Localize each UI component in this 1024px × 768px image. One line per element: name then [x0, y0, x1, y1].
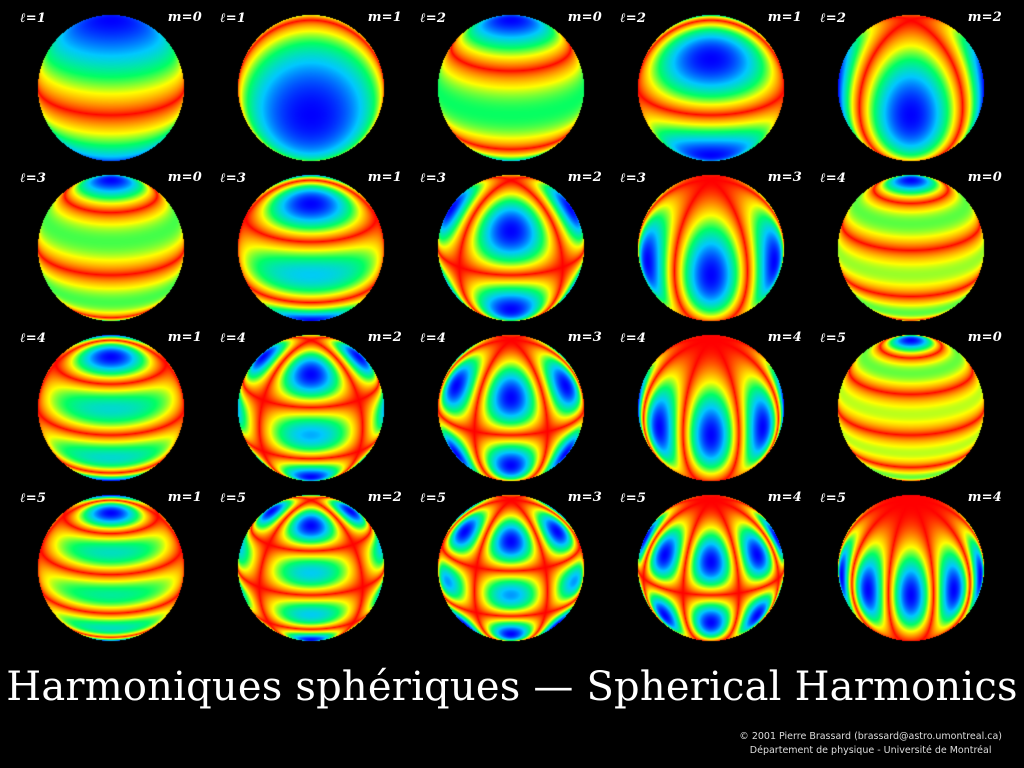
degree-label: ℓ=4: [820, 171, 847, 186]
harmonic-cell: ℓ=5 m=4: [810, 484, 1010, 644]
order-label: m=1: [367, 170, 402, 185]
harmonic-cell: ℓ=3 m=0: [10, 164, 210, 324]
degree-label: ℓ=4: [420, 331, 447, 346]
degree-label: ℓ=4: [20, 331, 47, 346]
order-label: m=0: [567, 10, 602, 25]
order-label: m=1: [367, 10, 402, 25]
harmonic-sphere: [837, 14, 985, 162]
degree-label: ℓ=5: [420, 491, 447, 506]
order-label: m=2: [367, 330, 402, 345]
degree-label: ℓ=3: [20, 171, 47, 186]
harmonics-grid: ℓ=1 m=0 ℓ=1 m=1 ℓ=2 m=0 ℓ=2 m=1 ℓ=2 m=2 ℓ=3 m=0 ℓ=3 m…: [10, 4, 1010, 644]
degree-label: ℓ=3: [220, 171, 247, 186]
order-label: m=1: [167, 330, 202, 345]
order-label: m=4: [967, 490, 1002, 505]
order-label: m=3: [767, 170, 802, 185]
harmonic-cell: ℓ=3 m=3: [610, 164, 810, 324]
harmonic-cell: ℓ=1 m=1: [210, 4, 410, 164]
harmonic-cell: ℓ=5 m=4: [610, 484, 810, 644]
degree-label: ℓ=3: [420, 171, 447, 186]
degree-label: ℓ=2: [820, 11, 847, 26]
degree-label: ℓ=4: [620, 331, 647, 346]
harmonic-cell: ℓ=5 m=0: [810, 324, 1010, 484]
degree-label: ℓ=2: [620, 11, 647, 26]
harmonic-cell: ℓ=4 m=3: [410, 324, 610, 484]
harmonic-cell: ℓ=4 m=4: [610, 324, 810, 484]
order-label: m=3: [567, 330, 602, 345]
order-label: m=1: [167, 490, 202, 505]
harmonic-sphere: [637, 494, 785, 642]
degree-label: ℓ=1: [20, 11, 47, 26]
degree-label: ℓ=5: [220, 491, 247, 506]
credits-line-2: Département de physique - Université de …: [749, 745, 992, 756]
harmonic-cell: ℓ=1 m=0: [10, 4, 210, 164]
order-label: m=2: [367, 490, 402, 505]
harmonic-sphere: [837, 334, 985, 482]
harmonic-cell: ℓ=3 m=1: [210, 164, 410, 324]
order-label: m=0: [967, 330, 1002, 345]
degree-label: ℓ=5: [820, 491, 847, 506]
harmonic-sphere: [437, 494, 585, 642]
harmonic-cell: ℓ=4 m=0: [810, 164, 1010, 324]
harmonic-sphere: [637, 174, 785, 322]
degree-label: ℓ=5: [20, 491, 47, 506]
order-label: m=3: [567, 490, 602, 505]
degree-label: ℓ=1: [220, 11, 247, 26]
harmonic-sphere: [237, 494, 385, 642]
credits: © 2001 Pierre Brassard (brassard@astro.u…: [739, 730, 1002, 758]
harmonic-cell: ℓ=2 m=0: [410, 4, 610, 164]
harmonic-sphere: [37, 494, 185, 642]
harmonic-sphere: [237, 334, 385, 482]
harmonic-cell: ℓ=4 m=2: [210, 324, 410, 484]
harmonic-cell: ℓ=3 m=2: [410, 164, 610, 324]
harmonic-cell: ℓ=5 m=2: [210, 484, 410, 644]
degree-label: ℓ=3: [620, 171, 647, 186]
order-label: m=2: [567, 170, 602, 185]
order-label: m=0: [967, 170, 1002, 185]
harmonic-cell: ℓ=2 m=2: [810, 4, 1010, 164]
credits-line-1: © 2001 Pierre Brassard (brassard@astro.u…: [739, 731, 1002, 742]
harmonic-sphere: [837, 174, 985, 322]
harmonic-sphere: [37, 334, 185, 482]
harmonic-sphere: [637, 14, 785, 162]
harmonic-cell: ℓ=2 m=1: [610, 4, 810, 164]
harmonic-sphere: [437, 334, 585, 482]
harmonic-sphere: [837, 494, 985, 642]
degree-label: ℓ=5: [620, 491, 647, 506]
harmonic-sphere: [437, 174, 585, 322]
order-label: m=4: [767, 330, 802, 345]
order-label: m=2: [967, 10, 1002, 25]
page-title: Harmoniques sphériques — Spherical Harmo…: [6, 664, 1018, 710]
harmonic-sphere: [637, 334, 785, 482]
order-label: m=0: [167, 10, 202, 25]
order-label: m=0: [167, 170, 202, 185]
harmonic-sphere: [37, 14, 185, 162]
harmonic-sphere: [237, 174, 385, 322]
order-label: m=4: [767, 490, 802, 505]
harmonic-sphere: [237, 14, 385, 162]
degree-label: ℓ=5: [820, 331, 847, 346]
harmonic-cell: ℓ=4 m=1: [10, 324, 210, 484]
harmonic-sphere: [37, 174, 185, 322]
degree-label: ℓ=2: [420, 11, 447, 26]
order-label: m=1: [767, 10, 802, 25]
harmonic-sphere: [437, 14, 585, 162]
harmonic-cell: ℓ=5 m=1: [10, 484, 210, 644]
harmonic-cell: ℓ=5 m=3: [410, 484, 610, 644]
degree-label: ℓ=4: [220, 331, 247, 346]
